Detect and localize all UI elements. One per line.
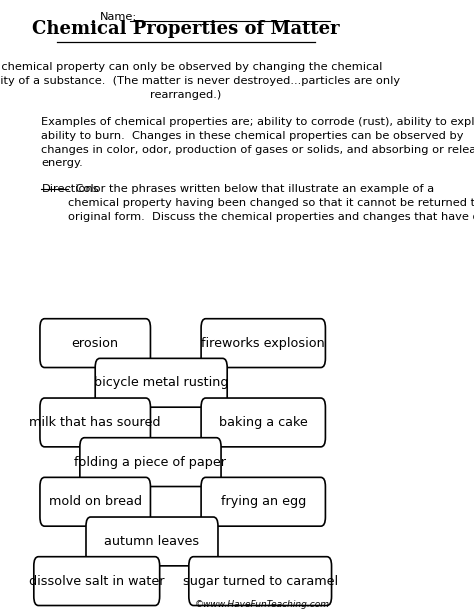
FancyBboxPatch shape	[201, 398, 326, 447]
FancyBboxPatch shape	[40, 478, 150, 526]
Text: Examples of chemical properties are; ability to corrode (rust), ability to explo: Examples of chemical properties are; abi…	[42, 117, 474, 168]
FancyBboxPatch shape	[95, 359, 227, 407]
FancyBboxPatch shape	[201, 319, 326, 368]
Text: autumn leaves: autumn leaves	[104, 535, 200, 548]
Text: Chemical Properties of Matter: Chemical Properties of Matter	[32, 20, 339, 38]
Text: Directions: Directions	[42, 185, 99, 194]
Text: : Color the phrases written below that illustrate an example of a
chemical prope: : Color the phrases written below that i…	[68, 185, 474, 222]
Text: frying an egg: frying an egg	[220, 495, 306, 508]
Text: folding a piece of paper: folding a piece of paper	[74, 455, 227, 468]
Text: baking a cake: baking a cake	[219, 416, 308, 429]
Text: milk that has soured: milk that has soured	[29, 416, 161, 429]
FancyBboxPatch shape	[189, 557, 331, 606]
Text: fireworks explosion: fireworks explosion	[201, 337, 325, 349]
Text: mold on bread: mold on bread	[49, 495, 142, 508]
Text: sugar turned to caramel: sugar turned to caramel	[182, 574, 338, 588]
FancyBboxPatch shape	[34, 557, 160, 606]
FancyBboxPatch shape	[201, 478, 326, 526]
Text: dissolve salt in water: dissolve salt in water	[29, 574, 164, 588]
FancyBboxPatch shape	[86, 517, 218, 566]
FancyBboxPatch shape	[40, 319, 150, 368]
FancyBboxPatch shape	[80, 438, 221, 487]
Text: A chemical property can only be observed by changing the chemical
identity of a : A chemical property can only be observed…	[0, 63, 401, 99]
Text: bicycle metal rusting: bicycle metal rusting	[94, 376, 228, 389]
Text: erosion: erosion	[72, 337, 119, 349]
Text: Name:: Name:	[100, 12, 137, 22]
Text: ©www.HaveFunTeaching.com: ©www.HaveFunTeaching.com	[195, 600, 330, 609]
FancyBboxPatch shape	[40, 398, 150, 447]
